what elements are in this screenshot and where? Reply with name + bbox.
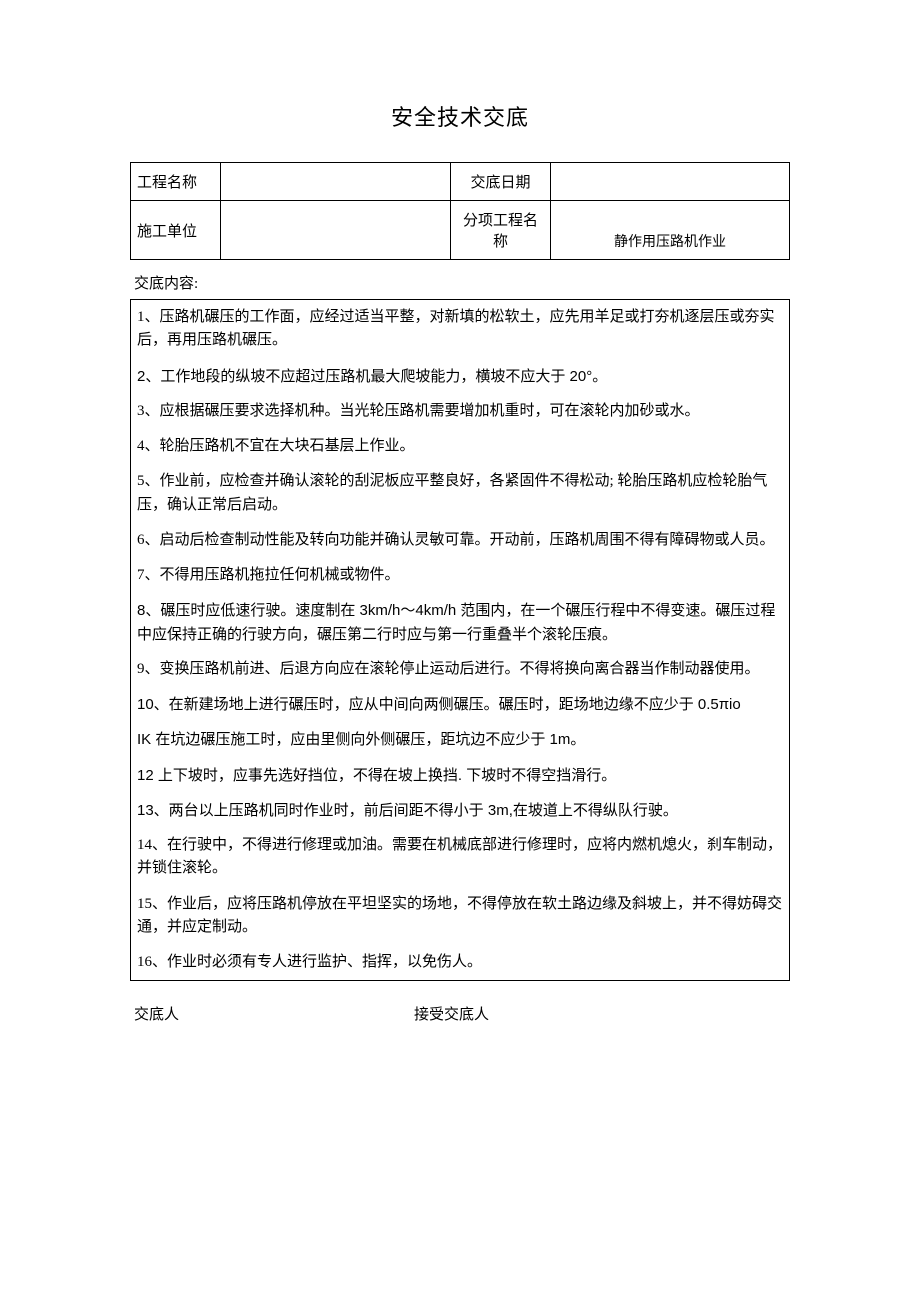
content-item: 13、两台以上压路机同时作业时，前后间距不得小于 3m,在坡道上不得纵队行驶。 — [137, 799, 783, 822]
content-item: 9、变换压路机前进、后退方向应在滚轮停止运动后进行。不得将换向离合器当作制动器使… — [137, 658, 783, 681]
recipient-label: 接受交底人 — [414, 1003, 489, 1024]
header-row-1: 工程名称 交底日期 — [131, 163, 790, 201]
content-box: 1、压路机碾压的工作面，应经过适当平整，对新填的松软土，应先用羊足或打夯机逐层压… — [130, 299, 790, 981]
content-item: 7、不得用压路机拖拉任何机械或物件。 — [137, 564, 783, 587]
page-title: 安全技术交底 — [130, 100, 790, 132]
construction-unit-label: 施工单位 — [131, 201, 221, 260]
footer-row: 交底人 接受交底人 — [130, 1003, 790, 1024]
content-item: IK 在坑边碾压施工时，应由里侧向外侧碾压，距坑边不应少于 1m。 — [137, 728, 783, 751]
content-item: 4、轮胎压路机不宜在大块石基层上作业。 — [137, 435, 783, 458]
subproject-name-label: 分项工程名称 — [451, 201, 551, 260]
content-item: 10、在新建场地上进行碾压时，应从中间向两侧碾压。碾压时，距场地边缘不应少于 0… — [137, 693, 783, 716]
disclosure-date-label: 交底日期 — [451, 163, 551, 201]
content-label: 交底内容: — [130, 272, 790, 293]
content-item: 2、工作地段的纵坡不应超过压路机最大爬坡能力，横坡不应大于 20°。 — [137, 365, 783, 388]
content-item: 12 上下坡时，应事先选好挡位，不得在坡上换挡. 下坡时不得空挡滑行。 — [137, 764, 783, 787]
content-item: 15、作业后，应将压路机停放在平坦坚实的场地，不得停放在软土路边缘及斜坡上，并不… — [137, 893, 783, 940]
content-item: 5、作业前，应检查并确认滚轮的刮泥板应平整良好，各紧固件不得松动; 轮胎压路机应… — [137, 470, 783, 517]
content-item: 3、应根据碾压要求选择机种。当光轮压路机需要增加机重时，可在滚轮内加砂或水。 — [137, 400, 783, 423]
subproject-name-value: 静作用压路机作业 — [551, 201, 790, 260]
disclosure-date-value — [551, 163, 790, 201]
content-item: 16、作业时必须有专人进行监护、指挥，以免伤人。 — [137, 951, 783, 974]
discloser-label: 交底人 — [134, 1003, 414, 1024]
project-name-value — [221, 163, 451, 201]
header-table: 工程名称 交底日期 施工单位 分项工程名称 静作用压路机作业 — [130, 162, 790, 260]
header-row-2: 施工单位 分项工程名称 静作用压路机作业 — [131, 201, 790, 260]
content-item: 8、碾压时应低速行驶。速度制在 3km/h〜4km/h 范围内，在一个碾压行程中… — [137, 599, 783, 646]
content-item: 1、压路机碾压的工作面，应经过适当平整，对新填的松软土，应先用羊足或打夯机逐层压… — [137, 306, 783, 353]
content-item: 6、启动后检查制动性能及转向功能并确认灵敏可靠。开动前，压路机周围不得有障碍物或… — [137, 529, 783, 552]
content-item: 14、在行驶中，不得进行修理或加油。需要在机械底部进行修理时，应将内燃机熄火，刹… — [137, 834, 783, 881]
project-name-label: 工程名称 — [131, 163, 221, 201]
construction-unit-value — [221, 201, 451, 260]
